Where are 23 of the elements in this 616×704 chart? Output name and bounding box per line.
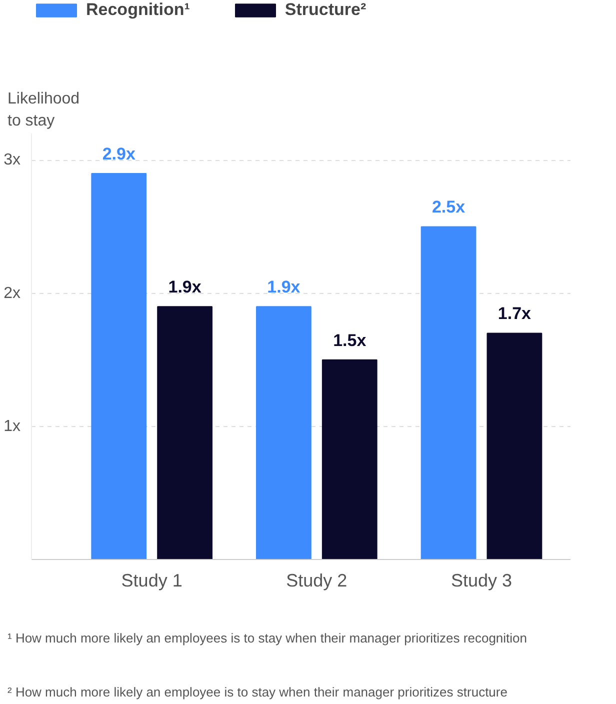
x-tick-label: Study 3 [450,570,512,590]
y-tick-label: 3x [4,152,21,169]
y-axis-title: Likelihood to stay [8,90,80,130]
text: 1.7x [498,304,532,324]
legend-label: Structure² [284,0,366,20]
bar [256,306,312,560]
bar [420,226,476,560]
x-tick-label: Study 1 [121,570,182,590]
text: 1.9x [267,278,300,297]
bar [91,172,147,560]
legend-label: Recognition¹ [86,0,190,20]
y-tick-label: 2x [4,284,21,302]
text: 2.9x [102,144,136,164]
text: ² How much more likely an employee is to stay when their manager prioritizes structure [8,684,508,700]
text: ¹ How much more likely an employees is to stay when their manager prioritizes recognition [8,630,527,646]
text: 2.5x [432,198,466,217]
text: 1.9x [168,278,202,297]
bar [157,306,212,560]
bar [322,359,378,560]
y-tick-label: 1x [4,418,21,435]
bar [486,332,542,560]
text: 1.5x [333,330,366,350]
x-tick-label: Study 2 [286,570,348,590]
